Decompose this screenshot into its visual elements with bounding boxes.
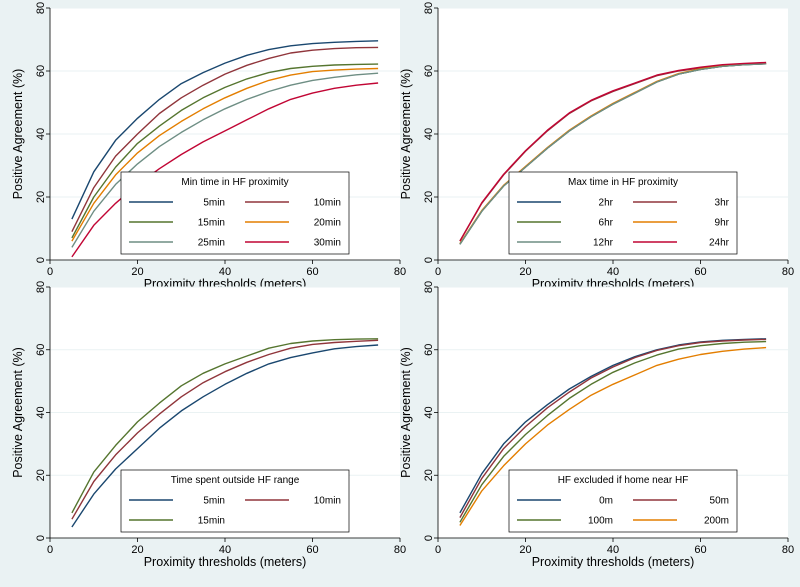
y-tick-label: 40 [423,406,435,418]
chart-panel-4: 0 20 40 60 80 0 20 40 60 80 Proximity thresholds (… [399,281,794,569]
y-tick-label: 0 [35,535,47,541]
legend-box [120,171,350,255]
series-line-200m [459,346,767,526]
series-line-50m [459,338,767,518]
y-tick-label: 40 [35,406,47,418]
y-tick-label: 20 [423,191,435,203]
x-tick-label: 0 [435,544,441,556]
legend-label-10min: 10min [314,198,341,209]
y-tick-label: 80 [423,281,435,293]
x-tick-label: 80 [394,544,406,556]
series-line-24hr [459,61,767,242]
legend-label-5min: 5min [203,496,225,507]
x-tick-label: 20 [519,544,531,556]
y-tick-label: 0 [423,535,435,541]
x-axis-title: Proximity thresholds (meters) [144,555,307,569]
y-tick-label: 60 [423,344,435,356]
legend-box [120,469,350,533]
y-axis-title: Positive Agreement (%) [11,69,25,200]
y-tick-label: 20 [35,469,47,481]
series-line-20min [71,67,379,242]
legend-title: Time spent outside HF range [171,475,300,486]
x-tick-label: 40 [607,266,619,278]
series-line-15min [71,63,379,239]
x-tick-label: 40 [219,266,231,278]
series-line-5min [71,344,379,528]
legend: Max time in HF proximity 2hr 3hr 6hr 9hr 12hr… [508,171,738,255]
y-tick-label: 60 [35,344,47,356]
legend-label-30min: 30min [314,238,341,249]
legend-title: Min time in HF proximity [181,177,288,188]
legend-label-24hr: 24hr [709,238,730,249]
y-axis-title: Positive Agreement (%) [399,347,413,478]
x-tick-label: 60 [694,544,706,556]
y-tick-label: 0 [35,257,47,263]
y-tick-label: 20 [35,191,47,203]
y-tick-label: 80 [423,2,435,14]
y-tick-label: 60 [35,65,47,77]
x-tick-label: 40 [219,544,231,556]
series-line-10min [71,46,379,233]
x-tick-label: 0 [435,266,441,278]
legend-label-15min: 15min [198,516,225,527]
x-tick-label: 60 [306,544,318,556]
legend-label-15min: 15min [198,218,225,229]
y-tick-label: 20 [423,469,435,481]
legend-label-6hr: 6hr [599,218,614,229]
x-tick-label: 20 [519,266,531,278]
x-tick-label: 40 [607,544,619,556]
chart-panel-3: 0 20 40 60 80 0 20 40 60 80 Proximity thresholds (… [11,281,406,569]
y-tick-label: 40 [423,128,435,140]
y-tick-label: 0 [423,257,435,263]
series-line-15min [71,338,379,514]
series-line-10min [71,339,379,520]
y-axis-title: Positive Agreement (%) [11,347,25,478]
x-tick-label: 0 [47,544,53,556]
legend-label-12hr: 12hr [593,238,614,249]
y-tick-label: 80 [35,2,47,14]
legend-label-100m: 100m [588,516,613,527]
x-tick-label: 20 [131,544,143,556]
series-line-5min [71,40,379,220]
legend: Min time in HF proximity 5min 10min 15min 20… [120,171,350,255]
legend-label-2hr: 2hr [599,198,614,209]
legend-label-5min: 5min [203,198,225,209]
legend-label-3hr: 3hr [715,198,730,209]
y-tick-label: 80 [35,281,47,293]
legend-label-50m: 50m [710,496,729,507]
legend-label-9hr: 9hr [715,218,730,229]
legend-label-20min: 20min [314,218,341,229]
x-tick-label: 20 [131,266,143,278]
legend-title: HF excluded if home near HF [558,475,689,486]
legend-label-10min: 10min [314,496,341,507]
series-line-100m [459,340,767,523]
y-tick-label: 40 [35,128,47,140]
legend-label-200m: 200m [704,516,729,527]
legend: Time spent outside HF range 5min 10min 15mi… [120,469,350,533]
legend-title: Max time in HF proximity [568,177,678,188]
x-tick-label: 80 [782,266,794,278]
legend-label-25min: 25min [198,238,225,249]
legend-box [508,171,738,255]
x-tick-label: 60 [694,266,706,278]
x-tick-label: 80 [394,266,406,278]
legend-box [508,469,738,533]
x-tick-label: 0 [47,266,53,278]
x-tick-label: 80 [782,544,794,556]
legend: HF excluded if home near HF 0m 50m 100m 200m [508,469,738,533]
y-axis-title: Positive Agreement (%) [399,69,413,200]
legend-label-0m: 0m [599,496,613,507]
y-tick-label: 60 [423,65,435,77]
x-tick-label: 60 [306,266,318,278]
x-axis-title: Proximity thresholds (meters) [532,555,695,569]
